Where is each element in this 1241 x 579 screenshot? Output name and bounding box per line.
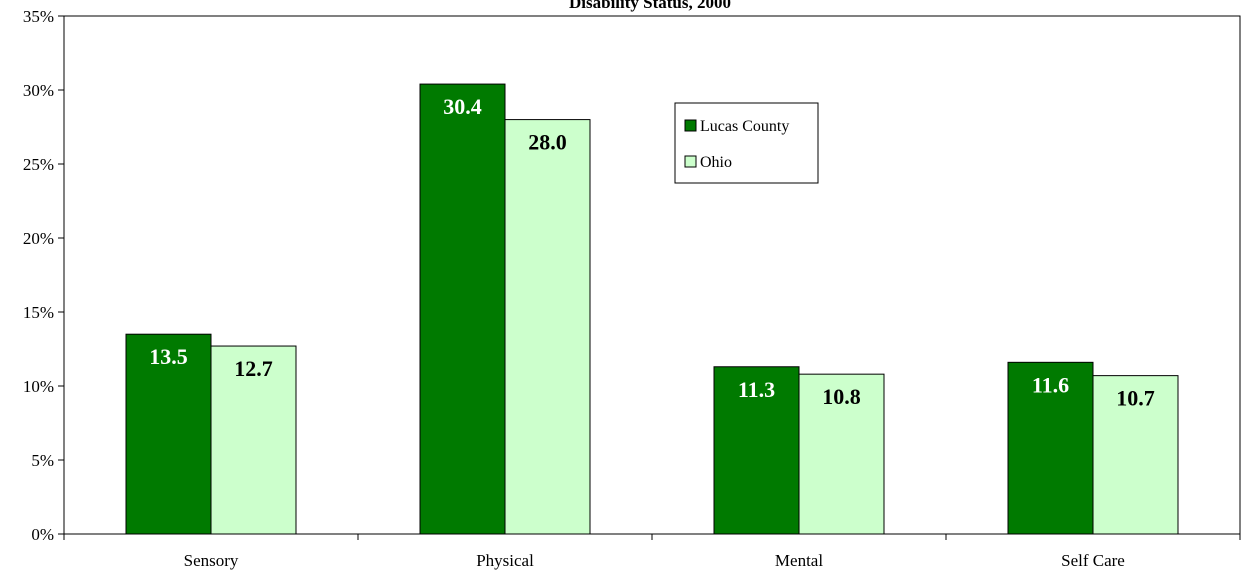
x-category-label: Self Care xyxy=(1061,551,1125,570)
y-tick-label: 25% xyxy=(23,155,54,174)
bar-ohio xyxy=(504,119,591,535)
data-label: 10.8 xyxy=(822,384,861,409)
y-tick-label: 15% xyxy=(23,303,54,322)
data-label: 12.7 xyxy=(234,356,273,381)
data-label: 13.5 xyxy=(149,344,188,369)
legend-label: Lucas County xyxy=(700,118,789,135)
plot-area: 0% 5% 10% 15% 20% 25% 30% 35% Sensory Physical Men… xyxy=(23,7,1241,570)
y-tick-label: 0% xyxy=(31,525,54,544)
bar-lucas-county xyxy=(125,333,212,535)
bar-ohio xyxy=(1092,375,1179,535)
data-label: 11.6 xyxy=(1032,372,1069,397)
bar-lucas-county xyxy=(1007,361,1094,535)
chart-title: Disability Status, 2000 xyxy=(569,0,731,12)
bar-lucas-county xyxy=(419,83,506,535)
x-category-label: Physical xyxy=(476,551,534,570)
bar-lucas-county xyxy=(713,366,800,535)
y-tick-label: 20% xyxy=(23,229,54,248)
y-tick-label: 5% xyxy=(31,451,54,470)
legend-label: Ohio xyxy=(700,154,732,171)
y-tick-label: 30% xyxy=(23,81,54,100)
legend-swatch xyxy=(684,119,697,132)
legend-swatch xyxy=(684,155,697,168)
data-label: 30.4 xyxy=(443,94,482,119)
y-tick-label: 10% xyxy=(23,377,54,396)
legend: Lucas County Ohio xyxy=(674,102,819,184)
x-category-label: Sensory xyxy=(184,551,239,570)
data-label: 10.7 xyxy=(1116,386,1155,411)
y-tick-label: 35% xyxy=(23,7,54,26)
data-label: 11.3 xyxy=(738,377,775,402)
bar-ohio xyxy=(210,345,297,535)
x-category-label: Mental xyxy=(775,551,823,570)
bar-ohio xyxy=(798,373,885,535)
data-label: 28.0 xyxy=(528,130,567,155)
legend-box xyxy=(674,102,819,184)
